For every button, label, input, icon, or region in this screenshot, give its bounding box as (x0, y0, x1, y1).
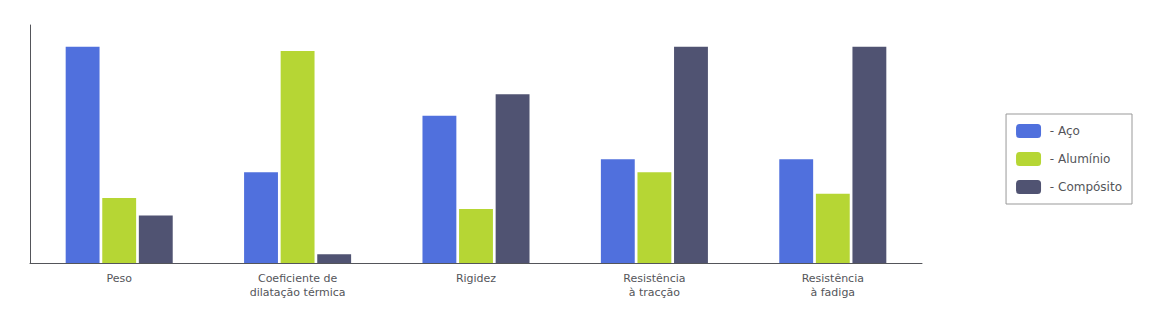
svg-text:Rigidez: Rigidez (456, 272, 496, 285)
svg-text:- Alumínio: - Alumínio (1046, 152, 1110, 166)
svg-text:- Aço: - Aço (1046, 124, 1080, 138)
svg-text:Peso: Peso (106, 272, 132, 285)
svg-text:Resistência: Resistência (623, 272, 685, 285)
svg-text:Resistência: Resistência (802, 272, 864, 285)
svg-text:à tracção: à tracção (629, 286, 681, 299)
svg-text:Coeficiente de: Coeficiente de (258, 272, 338, 285)
svg-text:- Compósito: - Compósito (1046, 180, 1122, 194)
svg-text:dilatação térmica: dilatação térmica (250, 286, 346, 299)
svg-text:à fadiga: à fadiga (810, 286, 855, 299)
